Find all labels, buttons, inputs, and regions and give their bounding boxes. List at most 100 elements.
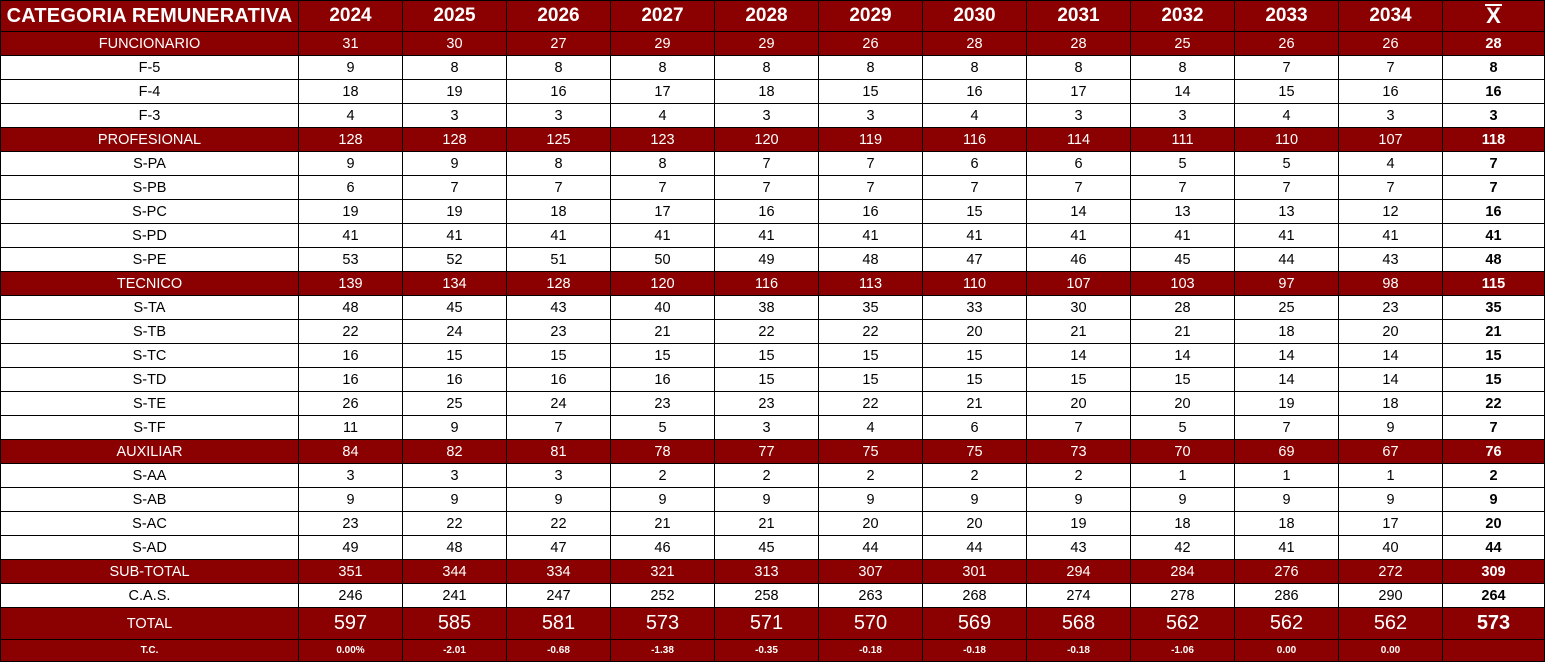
value-cell: 246 [298,583,403,608]
year-header: 2030 [922,0,1027,32]
value-cell: 17 [610,79,715,104]
row-label: S-PA [0,151,299,176]
value-cell: 9 [1026,487,1131,512]
value-cell: 81 [506,439,611,464]
value-cell: 123 [610,127,715,152]
value-cell: 286 [1234,583,1339,608]
value-cell: 241 [402,583,507,608]
value-cell: 14 [1234,367,1339,392]
value-cell: 40 [1338,535,1443,560]
row-label: S-TD [0,367,299,392]
value-cell: 25 [402,391,507,416]
row-label: F-4 [0,79,299,104]
value-cell: 5 [1130,151,1235,176]
value-cell: 18 [714,79,819,104]
value-cell: 9 [1338,487,1443,512]
value-cell: 252 [610,583,715,608]
value-cell: 15 [1026,367,1131,392]
value-cell: 0.00% [298,639,403,662]
value-cell: 15 [1130,367,1235,392]
value-cell: 17 [1026,79,1131,104]
value-cell: 107 [1026,271,1131,296]
value-cell: 16 [714,199,819,224]
value-cell: 128 [402,127,507,152]
value-cell: 120 [714,127,819,152]
value-cell: 290 [1338,583,1443,608]
value-cell: 125 [506,127,611,152]
subcategory-row: F-4 18 19 16 17 18 15 16 17 14 15 16 16 [0,79,1545,104]
value-cell: 321 [610,559,715,584]
value-cell: 3 [506,463,611,488]
value-cell: 7 [506,415,611,440]
value-cell: 48 [402,535,507,560]
value-cell: 6 [1026,151,1131,176]
value-cell: 41 [818,223,923,248]
value-cell: 44 [1234,247,1339,272]
category-header: CATEGORIA REMUNERATIVA [0,0,299,32]
value-cell: -0.18 [818,639,923,662]
value-cell: 16 [506,79,611,104]
value-cell: 7 [506,175,611,200]
value-cell: 139 [298,271,403,296]
mean-cell: 20 [1442,511,1545,536]
value-cell: 116 [714,271,819,296]
value-cell: 82 [402,439,507,464]
row-label: S-PE [0,247,299,272]
value-cell: 30 [1026,295,1131,320]
value-cell: 562 [1338,607,1443,640]
row-label: F-5 [0,55,299,80]
value-cell: -2.01 [402,639,507,662]
value-cell: 1 [1338,463,1443,488]
value-cell: 20 [922,319,1027,344]
value-cell: 22 [818,391,923,416]
value-cell: 276 [1234,559,1339,584]
value-cell: 247 [506,583,611,608]
value-cell: 45 [1130,247,1235,272]
growth-rate-row: T.C. 0.00% -2.01 -0.68 -1.38 -0.35 -0.18 -0.18-… [0,639,1545,662]
value-cell: 14 [1130,79,1235,104]
value-cell: 9 [298,487,403,512]
value-cell: 23 [610,391,715,416]
value-cell: 12 [1338,199,1443,224]
mean-cell: 9 [1442,487,1545,512]
value-cell: 272 [1338,559,1443,584]
mean-cell: 15 [1442,343,1545,368]
value-cell: 69 [1234,439,1339,464]
value-cell: 73 [1026,439,1131,464]
row-label: TECNICO [0,271,299,296]
year-header: 2027 [610,0,715,32]
value-cell: 9 [1234,487,1339,512]
value-cell: 1 [1130,463,1235,488]
value-cell: 13 [1234,199,1339,224]
mean-cell: 15 [1442,367,1545,392]
value-cell: 351 [298,559,403,584]
value-cell: 120 [610,271,715,296]
value-cell: 128 [506,271,611,296]
row-label: S-TA [0,295,299,320]
value-cell: 113 [818,271,923,296]
value-cell: 23 [506,319,611,344]
value-cell: 2 [1026,463,1131,488]
value-cell: 571 [714,607,819,640]
value-cell: 3 [1026,103,1131,128]
value-cell: 14 [1338,367,1443,392]
value-cell: 29 [714,31,819,56]
value-cell: 9 [818,487,923,512]
mean-cell: 41 [1442,223,1545,248]
value-cell: 28 [1026,31,1131,56]
value-cell: 24 [402,319,507,344]
value-cell: 568 [1026,607,1131,640]
value-cell: 119 [818,127,923,152]
value-cell: 16 [298,367,403,392]
mean-cell: 118 [1442,127,1545,152]
value-cell: 581 [506,607,611,640]
value-cell: 41 [402,223,507,248]
value-cell: 35 [818,295,923,320]
value-cell: 8 [402,55,507,80]
value-cell: 41 [922,223,1027,248]
value-cell: 7 [402,175,507,200]
value-cell: 18 [1338,391,1443,416]
value-cell: 21 [610,511,715,536]
value-cell: 31 [298,31,403,56]
